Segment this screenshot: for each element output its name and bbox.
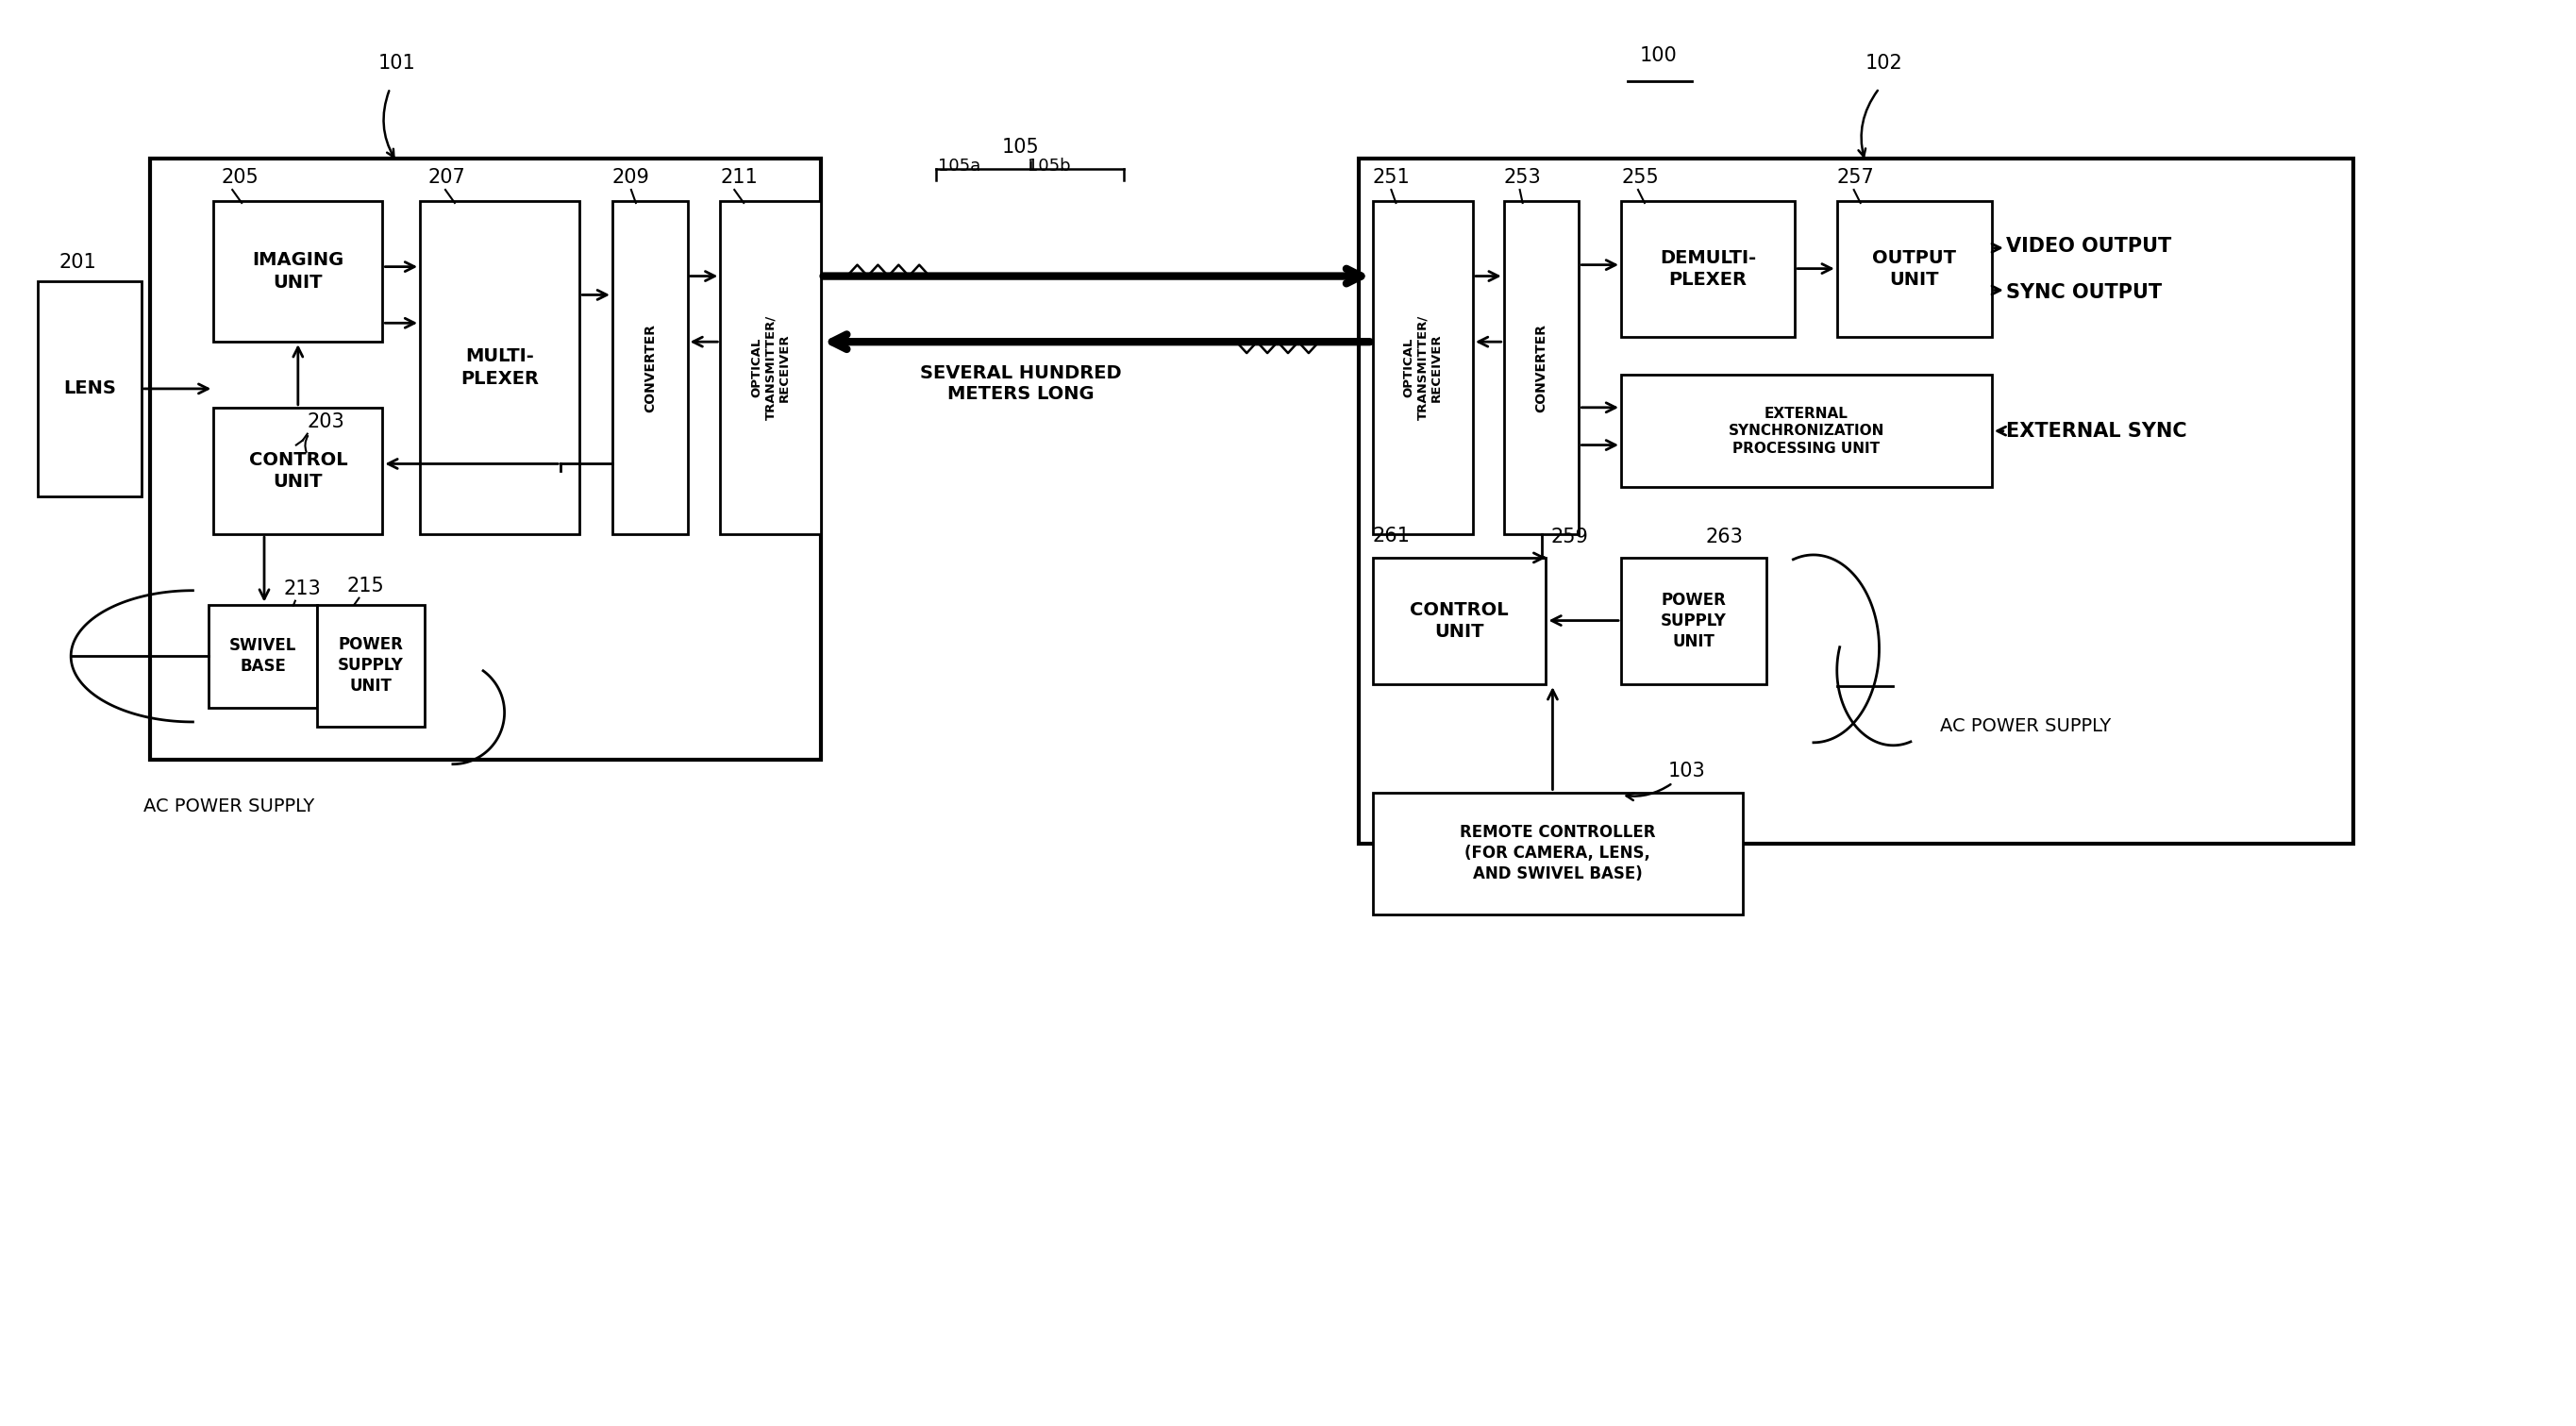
Bar xyxy=(317,605,425,727)
Bar xyxy=(1620,375,1991,488)
Bar xyxy=(1504,201,1579,535)
Text: SYNC OUTPUT: SYNC OUTPUT xyxy=(2007,284,2161,302)
Text: IMAGING
UNIT: IMAGING UNIT xyxy=(252,251,343,291)
Text: POWER
SUPPLY
UNIT: POWER SUPPLY UNIT xyxy=(337,636,404,694)
Text: CONTROL
UNIT: CONTROL UNIT xyxy=(250,451,348,491)
Text: 211: 211 xyxy=(721,168,757,187)
Text: 259: 259 xyxy=(1551,528,1589,546)
Text: 213: 213 xyxy=(283,579,322,597)
Text: 261: 261 xyxy=(1373,526,1409,546)
Text: 205: 205 xyxy=(222,168,258,187)
Text: 105b: 105b xyxy=(1028,158,1069,175)
Text: 209: 209 xyxy=(613,168,649,187)
Text: EXTERNAL
SYNCHRONIZATION
PROCESSING UNIT: EXTERNAL SYNCHRONIZATION PROCESSING UNIT xyxy=(1728,406,1886,455)
Text: 263: 263 xyxy=(1705,528,1744,546)
Text: 215: 215 xyxy=(348,576,384,595)
Text: LENS: LENS xyxy=(64,379,116,398)
Text: 253: 253 xyxy=(1504,168,1540,187)
Text: POWER
SUPPLY
UNIT: POWER SUPPLY UNIT xyxy=(1662,592,1726,650)
Text: 105a: 105a xyxy=(938,158,981,175)
Text: CONVERTER: CONVERTER xyxy=(644,324,657,412)
Bar xyxy=(1373,201,1473,535)
Text: CONTROL
UNIT: CONTROL UNIT xyxy=(1409,600,1510,642)
Bar xyxy=(1373,793,1744,914)
Text: 255: 255 xyxy=(1620,168,1659,187)
Bar xyxy=(1837,201,1991,337)
Text: MULTI-
PLEXER: MULTI- PLEXER xyxy=(461,348,538,388)
Bar xyxy=(1373,558,1546,684)
Text: OUTPUT
UNIT: OUTPUT UNIT xyxy=(1873,250,1955,289)
Text: 203: 203 xyxy=(307,412,345,431)
Text: REMOTE CONTROLLER
(FOR CAMERA, LENS,
AND SWIVEL BASE): REMOTE CONTROLLER (FOR CAMERA, LENS, AND… xyxy=(1461,824,1656,883)
Text: CONVERTER: CONVERTER xyxy=(1535,324,1548,412)
Bar xyxy=(1620,558,1767,684)
Bar xyxy=(721,201,822,535)
Bar xyxy=(214,408,381,535)
Text: 100: 100 xyxy=(1641,46,1677,66)
Text: OPTICAL
TRANSMITTER/
RECEIVER: OPTICAL TRANSMITTER/ RECEIVER xyxy=(1401,315,1443,421)
Text: 201: 201 xyxy=(59,252,95,271)
Text: EXTERNAL SYNC: EXTERNAL SYNC xyxy=(2007,422,2187,441)
Text: 101: 101 xyxy=(379,54,415,73)
Text: SEVERAL HUNDRED
METERS LONG: SEVERAL HUNDRED METERS LONG xyxy=(920,365,1121,404)
Text: 105: 105 xyxy=(1002,138,1038,157)
Text: AC POWER SUPPLY: AC POWER SUPPLY xyxy=(144,797,314,816)
Bar xyxy=(39,281,142,496)
Bar xyxy=(214,201,381,342)
Text: OPTICAL
TRANSMITTER/
RECEIVER: OPTICAL TRANSMITTER/ RECEIVER xyxy=(750,315,791,421)
Text: 251: 251 xyxy=(1373,168,1409,187)
Text: 103: 103 xyxy=(1669,761,1705,780)
Bar xyxy=(149,158,822,760)
Bar xyxy=(1358,158,2352,844)
Bar xyxy=(1620,201,1795,337)
Text: SWIVEL
BASE: SWIVEL BASE xyxy=(229,637,296,674)
Text: 102: 102 xyxy=(1865,54,1904,73)
Text: 257: 257 xyxy=(1837,168,1875,187)
Text: 207: 207 xyxy=(428,168,466,187)
Bar xyxy=(420,201,580,535)
Text: AC POWER SUPPLY: AC POWER SUPPLY xyxy=(1940,717,2112,736)
Bar xyxy=(613,201,688,535)
Bar xyxy=(209,605,317,707)
Text: DEMULTI-
PLEXER: DEMULTI- PLEXER xyxy=(1659,250,1757,289)
Text: VIDEO OUTPUT: VIDEO OUTPUT xyxy=(2007,237,2172,255)
